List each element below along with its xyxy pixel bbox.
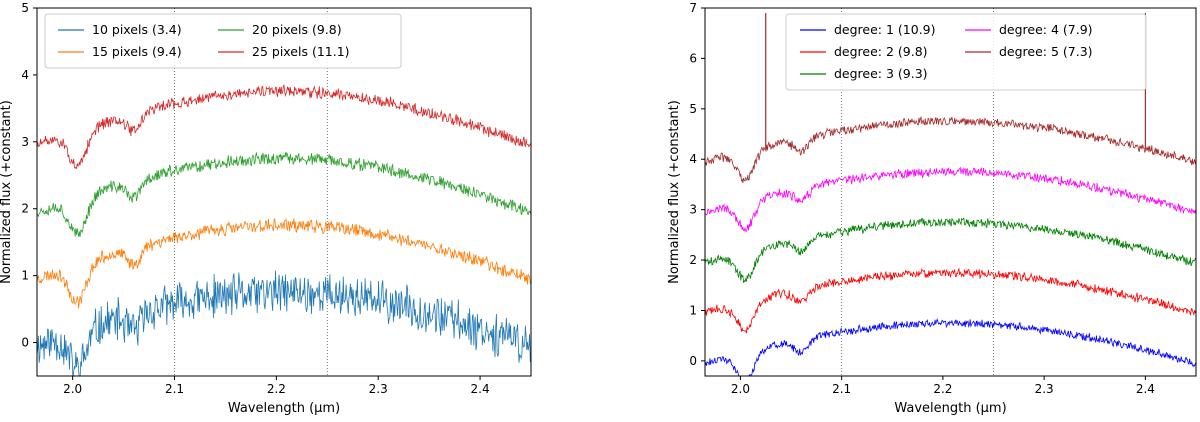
legend-label: degree: 2 (9.8) — [834, 44, 928, 59]
y-tick-label: 6 — [689, 51, 697, 65]
x-tick-label: 2.2 — [267, 382, 286, 396]
legend-label: degree: 1 (10.9) — [834, 22, 936, 37]
y-tick-label: 4 — [21, 68, 29, 82]
legend-label: 20 pixels (9.8) — [252, 22, 342, 37]
right-spectrum-lines — [705, 13, 1196, 376]
legend-label: 10 pixels (3.4) — [92, 22, 182, 37]
series-line-3 — [705, 217, 1196, 283]
left-x-axis-label: Wavelength (μm) — [228, 401, 340, 416]
y-tick-label: 1 — [689, 303, 697, 317]
right-reference-lines — [841, 8, 994, 376]
y-tick-label: 2 — [689, 253, 697, 267]
series-line-2 — [705, 267, 1196, 334]
right-y-ticks: 0 1 2 3 4 5 6 7 — [689, 1, 705, 368]
x-tick-label: 2.0 — [63, 382, 82, 396]
left-y-axis-label: Normalized flux (+constant) — [0, 100, 14, 284]
y-tick-label: 4 — [689, 152, 697, 166]
y-tick-label: 5 — [21, 1, 29, 15]
x-tick-label: 2.3 — [369, 382, 388, 396]
y-tick-label: 0 — [689, 354, 697, 368]
right-x-axis-label: Wavelength (μm) — [894, 401, 1006, 416]
y-tick-label: 7 — [689, 1, 697, 15]
x-tick-label: 2.2 — [933, 382, 952, 396]
series-line-1 — [705, 318, 1196, 376]
legend-label: 25 pixels (11.1) — [252, 44, 350, 59]
left-spectrum-panel: 2.0 2.1 2.2 2.3 2.4 0 1 2 3 4 5 Wavelength (μm) N… — [0, 1, 532, 416]
y-tick-label: 1 — [21, 269, 29, 283]
y-tick-label: 3 — [689, 203, 697, 217]
series-line-2 — [37, 218, 531, 309]
right-plot-frame — [704, 7, 1197, 377]
left-reference-lines — [174, 8, 328, 376]
y-tick-label: 2 — [21, 202, 29, 216]
left-y-ticks: 0 1 2 3 4 5 — [21, 1, 37, 350]
y-tick-label: 3 — [21, 135, 29, 149]
series-line-1 — [37, 270, 531, 376]
series-line-4 — [37, 84, 531, 170]
right-legend: degree: 1 (10.9) degree: 2 (9.8) degree: 3… — [785, 13, 1147, 91]
left-spectrum-lines — [37, 84, 531, 376]
y-tick-label: 5 — [689, 102, 697, 116]
x-tick-label: 2.1 — [832, 382, 851, 396]
x-tick-label: 2.4 — [1136, 382, 1155, 396]
series-line-3 — [37, 151, 531, 238]
legend-label: degree: 4 (7.9) — [999, 22, 1093, 37]
x-tick-label: 2.1 — [165, 382, 184, 396]
series-line-4 — [705, 166, 1196, 232]
right-x-ticks: 2.0 2.1 2.2 2.3 2.4 — [731, 376, 1155, 396]
left-x-ticks: 2.0 2.1 2.2 2.3 2.4 — [63, 376, 490, 396]
x-tick-label: 2.3 — [1035, 382, 1054, 396]
legend-label: degree: 3 (9.3) — [834, 66, 928, 81]
right-y-axis-label: Normalized flux (+constant) — [667, 100, 682, 284]
left-legend: 10 pixels (3.4) 15 pixels (9.4) 20 pixels … — [44, 13, 402, 69]
x-tick-label: 2.4 — [471, 382, 490, 396]
legend-label: 15 pixels (9.4) — [92, 44, 182, 59]
x-tick-label: 2.0 — [731, 382, 750, 396]
y-tick-label: 0 — [21, 336, 29, 350]
left-plot-frame — [36, 7, 532, 377]
right-spectrum-panel: 2.0 2.1 2.2 2.3 2.4 0 1 2 3 4 5 6 7 Wavelength (μm)… — [667, 1, 1197, 416]
series-line-5 — [705, 115, 1196, 184]
legend-box — [44, 13, 402, 69]
legend-label: degree: 5 (7.3) — [999, 44, 1093, 59]
